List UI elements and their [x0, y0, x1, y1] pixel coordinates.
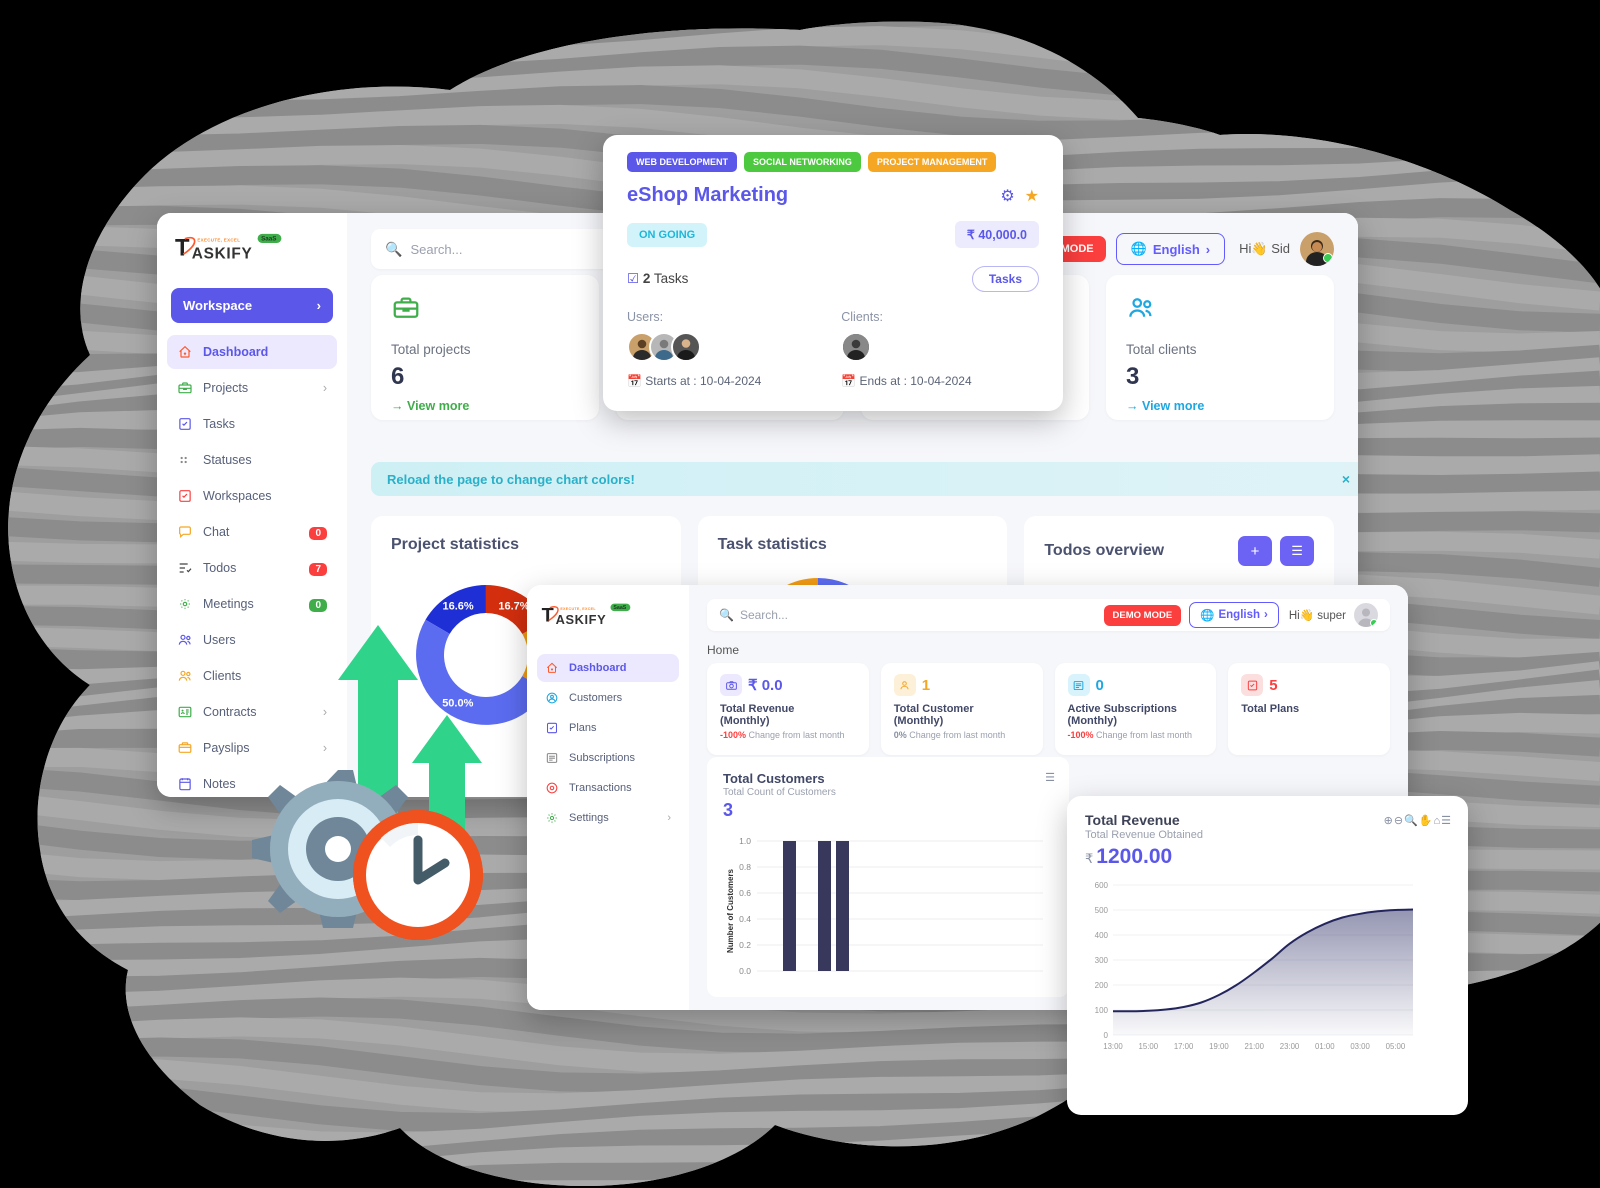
svg-text:0.2: 0.2: [739, 940, 751, 950]
svg-text:17:00: 17:00: [1174, 1042, 1194, 1051]
svg-text:SaaS: SaaS: [261, 236, 276, 243]
svg-text:23:00: 23:00: [1280, 1042, 1300, 1051]
svg-text:EXECUTE, EXCEL: EXECUTE, EXCEL: [560, 607, 596, 611]
svg-text:100: 100: [1095, 1006, 1109, 1015]
svg-text:ASKIFY: ASKIFY: [556, 612, 607, 627]
svg-text:15:00: 15:00: [1139, 1042, 1159, 1051]
svg-text:500: 500: [1095, 906, 1109, 915]
svg-text:19:00: 19:00: [1209, 1042, 1229, 1051]
svg-text:0.0: 0.0: [739, 966, 751, 976]
svg-text:600: 600: [1095, 881, 1109, 890]
svg-text:0.6: 0.6: [739, 888, 751, 898]
svg-text:300: 300: [1095, 956, 1109, 965]
svg-text:21:00: 21:00: [1244, 1042, 1264, 1051]
svg-text:13:00: 13:00: [1103, 1042, 1123, 1051]
svg-text:1.0: 1.0: [739, 836, 751, 846]
svg-text:05:00: 05:00: [1386, 1042, 1406, 1051]
svg-text:EXECUTE, EXCEL: EXECUTE, EXCEL: [197, 238, 240, 243]
svg-text:200: 200: [1095, 981, 1109, 990]
svg-text:0.8: 0.8: [739, 862, 751, 872]
svg-text:16.6%: 16.6%: [442, 600, 473, 612]
svg-text:T: T: [542, 605, 554, 627]
svg-text:ASKIFY: ASKIFY: [192, 245, 253, 262]
svg-text:01:00: 01:00: [1315, 1042, 1335, 1051]
svg-text:0: 0: [1104, 1031, 1109, 1040]
svg-text:Number of Customers: Number of Customers: [726, 868, 735, 953]
svg-text:16.7%: 16.7%: [498, 600, 529, 612]
svg-text:03:00: 03:00: [1350, 1042, 1370, 1051]
svg-text:SaaS: SaaS: [613, 605, 626, 611]
svg-text:0.4: 0.4: [739, 914, 751, 924]
svg-text:400: 400: [1095, 931, 1109, 940]
